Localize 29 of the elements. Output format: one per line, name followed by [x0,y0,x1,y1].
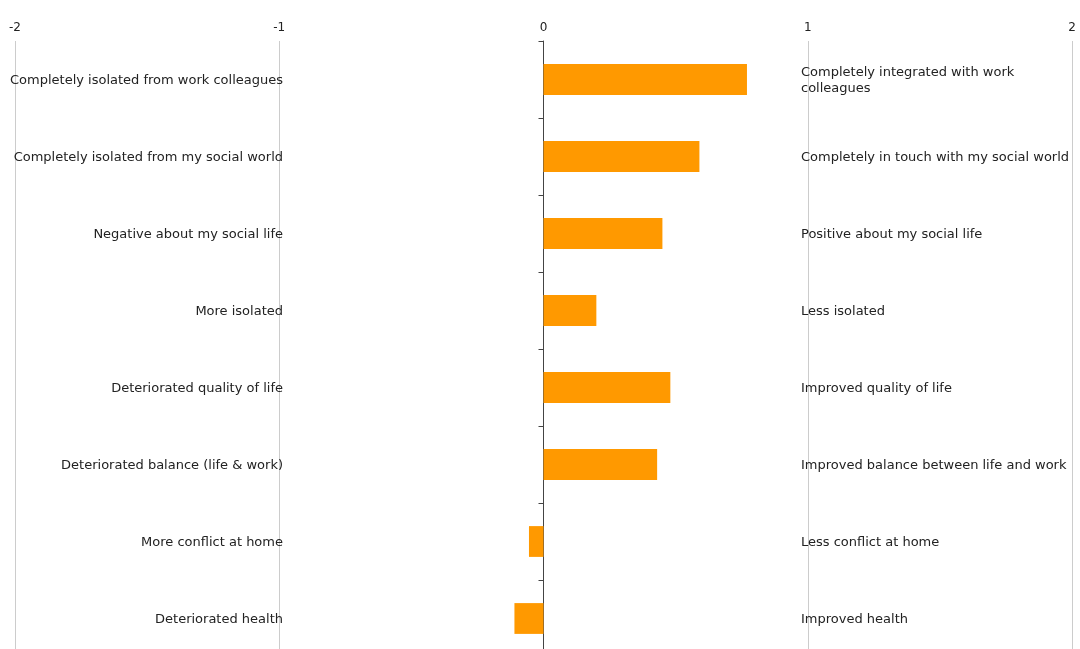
y-tick-label: Deteriorated quality of life [111,380,283,395]
bar [543,141,700,172]
x-tick-label: -2 [9,20,21,34]
x-tick-label: 0 [539,20,548,34]
x-tick-label: -1 [273,20,286,34]
y2-tick-label: Improved balance between life and work [801,457,1067,472]
y-tick-label: Negative about my social life [93,226,283,241]
y-tick-label: Completely isolated from my social world [13,149,283,164]
y2-tick-label: Improved health [801,611,908,626]
bar [543,64,747,95]
y2-tick-label: Completely in touch with my social world [801,149,1070,164]
y-tick-label: Completely isolated from work colleagues [9,72,284,87]
bar [543,218,663,249]
y2-tick-label: Positive about my social life [801,226,983,241]
y2-tick-label: Less isolated [801,303,885,318]
bar [543,295,597,326]
y-tick-label: Deteriorated health [155,611,283,626]
y-tick-label: More isolated [195,303,283,318]
bar [528,526,544,557]
y-tick-label: More conflict at home [141,534,283,549]
y2-tick-label: Completely integrated with work colleagues [801,64,1019,95]
y2-tick-label: Improved quality of life [801,380,952,395]
bar [543,449,658,480]
bar [514,603,544,634]
x-tick-label: 2 [1068,20,1076,34]
x-tick-label: 1 [803,20,812,34]
y2-tick-label: Less conflict at home [801,534,940,549]
bar [543,372,671,403]
y-tick-label: Deteriorated balance (life & work) [61,457,283,472]
